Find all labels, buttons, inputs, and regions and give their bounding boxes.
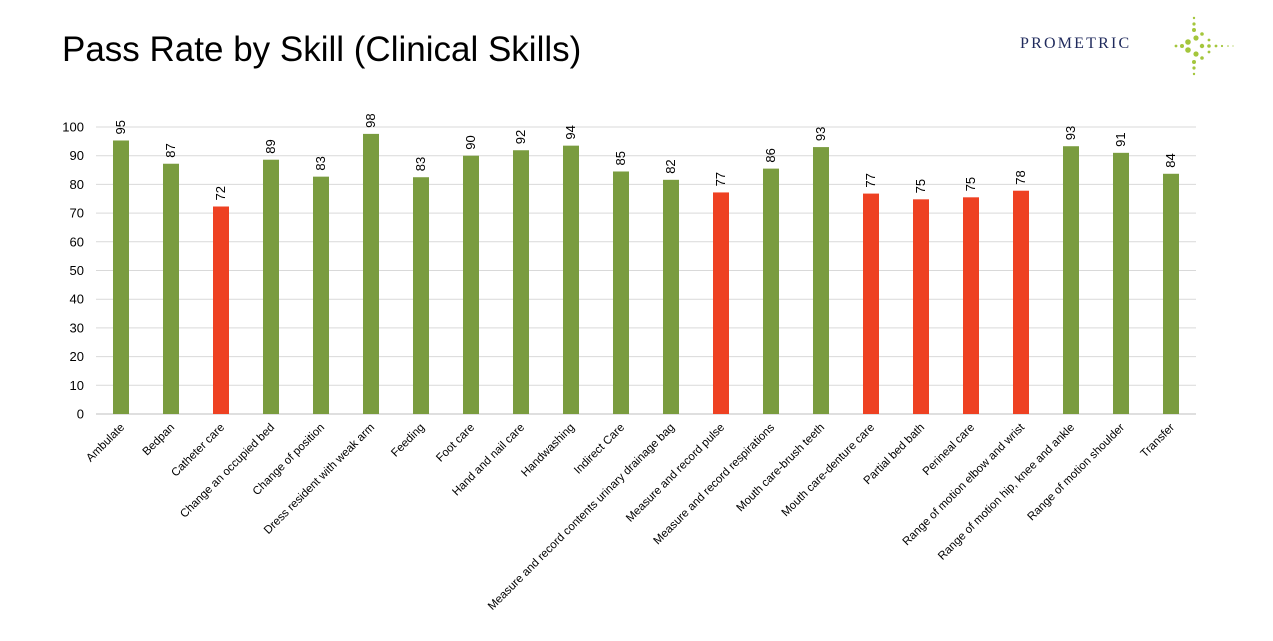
- x-tick-label: Transfer: [1139, 422, 1178, 461]
- bars: [113, 133, 1179, 414]
- x-tick-label: Handwashing: [519, 422, 577, 480]
- x-tick-label: Perineal care: [921, 422, 977, 478]
- y-tick-label: 70: [70, 206, 84, 221]
- bar: [863, 193, 879, 414]
- data-label: 77: [863, 173, 878, 187]
- x-tick-label: Measure and record contents urinary drai…: [486, 422, 677, 613]
- x-tick-label: Range of motion shoulder: [1026, 422, 1128, 524]
- data-label: 75: [963, 177, 978, 191]
- bar: [413, 177, 429, 414]
- bar: [1063, 146, 1079, 414]
- x-tick-label: Measure and record pulse: [624, 422, 727, 525]
- bar: [513, 150, 529, 414]
- y-tick-label: 30: [70, 320, 84, 335]
- gridlines: [96, 126, 1196, 415]
- data-label: 93: [813, 127, 828, 141]
- bar: [363, 133, 379, 414]
- data-labels: 95 87 72 89 83 98 83 90 92 94 85 82 77 86 93 77 75 75 78 93…: [113, 113, 1178, 200]
- y-tick-label: 50: [70, 263, 84, 278]
- y-tick-label: 60: [70, 234, 84, 249]
- y-tick-label: 40: [70, 292, 84, 307]
- page-title: Pass Rate by Skill (Clinical Skills): [62, 30, 582, 69]
- bar: [463, 155, 479, 414]
- bar: [613, 171, 629, 414]
- data-label: 84: [1163, 153, 1178, 167]
- y-tick-label: 100: [62, 120, 84, 135]
- x-tick-label: Ambulate: [84, 422, 127, 465]
- y-tick-label: 90: [70, 148, 84, 163]
- data-label: 77: [713, 172, 728, 186]
- bar: [1163, 173, 1179, 414]
- bar: [1113, 152, 1129, 414]
- x-tick-label: Bedpan: [141, 422, 178, 459]
- data-label: 86: [763, 148, 778, 162]
- bar: [663, 179, 679, 414]
- data-label: 90: [463, 135, 478, 149]
- y-axis-ticks: 0 10 20 30 40 50 60 70 80 90 100: [62, 120, 84, 422]
- y-tick-label: 0: [77, 407, 84, 422]
- bar: [913, 199, 929, 414]
- prometric-logo: PROMETRIC: [1016, 14, 1246, 78]
- bar: [563, 145, 579, 414]
- data-label: 78: [1013, 170, 1028, 184]
- x-tick-label: Feeding: [389, 422, 427, 460]
- x-tick-label: Dress resident with weak arm: [262, 422, 377, 537]
- data-label: 94: [563, 125, 578, 139]
- data-label: 85: [613, 151, 628, 165]
- bar: [713, 192, 729, 414]
- bar: [163, 163, 179, 414]
- data-label: 83: [413, 157, 428, 171]
- bar: [213, 206, 229, 414]
- x-tick-label: Indirect Care: [572, 422, 627, 477]
- data-label: 95: [113, 120, 128, 134]
- bar: [763, 168, 779, 414]
- data-label: 91: [1113, 132, 1128, 146]
- x-tick-label: Mouth care-denture care: [780, 422, 878, 520]
- data-label: 82: [663, 159, 678, 173]
- y-tick-label: 80: [70, 177, 84, 192]
- data-label: 98: [363, 113, 378, 127]
- x-tick-label: Mouth care-brush teeth: [735, 422, 828, 515]
- data-label: 83: [313, 156, 328, 170]
- data-label: 87: [163, 143, 178, 157]
- x-tick-label: Change an occupied bed: [178, 422, 277, 521]
- bar: [263, 159, 279, 414]
- bar: [813, 147, 829, 414]
- bar: [113, 140, 129, 414]
- logo-mark-icon: [1174, 16, 1234, 76]
- y-tick-label: 20: [70, 349, 84, 364]
- y-tick-label: 10: [70, 378, 84, 393]
- data-label: 89: [263, 139, 278, 153]
- bar: [963, 197, 979, 414]
- bar: [1013, 190, 1029, 414]
- bar: [313, 176, 329, 414]
- data-label: 93: [1063, 126, 1078, 140]
- logo-text: PROMETRIC: [1020, 35, 1132, 52]
- data-label: 72: [213, 186, 228, 200]
- data-label: 92: [513, 130, 528, 144]
- x-tick-label: Foot care: [434, 422, 477, 465]
- data-label: 75: [913, 179, 928, 193]
